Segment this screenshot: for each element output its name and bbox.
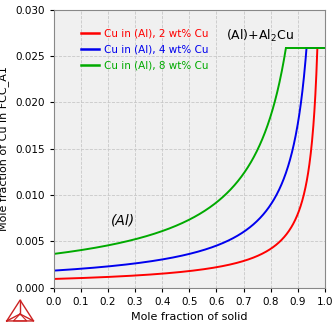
Text: (Al)+Al$_2$Cu: (Al)+Al$_2$Cu bbox=[226, 27, 294, 43]
X-axis label: Mole fraction of solid: Mole fraction of solid bbox=[131, 312, 248, 322]
Text: (Al): (Al) bbox=[111, 214, 135, 228]
Y-axis label: Mole fraction of Cu in FCC_A1: Mole fraction of Cu in FCC_A1 bbox=[0, 66, 9, 231]
Legend: Cu in (Al), 2 wt% Cu, Cu in (Al), 4 wt% Cu, Cu in (Al), 8 wt% Cu: Cu in (Al), 2 wt% Cu, Cu in (Al), 4 wt% … bbox=[80, 29, 209, 70]
